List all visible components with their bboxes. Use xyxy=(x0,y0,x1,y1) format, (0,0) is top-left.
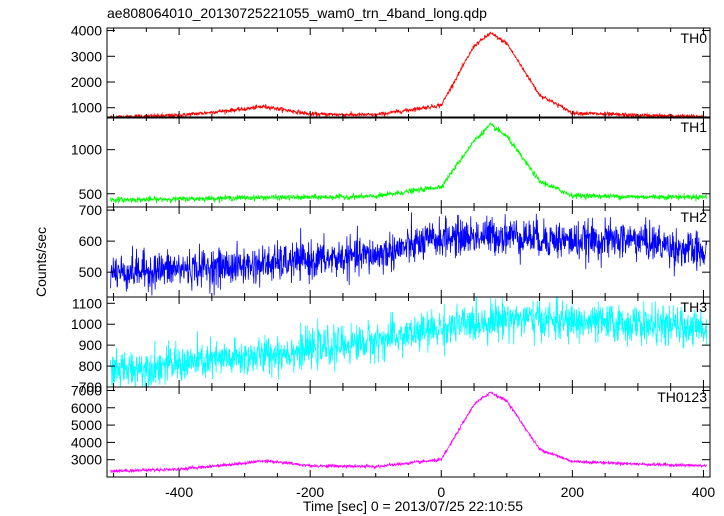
y-tick-label: 1000 xyxy=(71,142,102,158)
y-tick-label: 500 xyxy=(79,186,103,202)
y-tick-label: 3000 xyxy=(71,48,102,64)
y-tick-label: 7000 xyxy=(71,382,102,398)
panel-th0: TH0 1000 2000 3000 4000 xyxy=(71,23,711,119)
y-tick-label: 5000 xyxy=(71,417,102,433)
x-tick-label: 200 xyxy=(561,484,585,500)
y-tick-label: 500 xyxy=(79,264,103,280)
panel-th3: TH3 700 800 900 1000 1100 xyxy=(71,295,711,395)
series-line-th2 xyxy=(109,212,708,296)
panel-th2: TH2 500 600 700 xyxy=(79,202,711,298)
y-tick-label: 700 xyxy=(79,379,103,395)
x-tick-label: -200 xyxy=(296,484,324,500)
series-line-th0 xyxy=(109,31,707,118)
panel-label: TH1 xyxy=(681,119,708,135)
y-axis-label: Counts/sec xyxy=(33,227,49,297)
y-tick-label: 1000 xyxy=(71,316,102,332)
panel-label: TH0123 xyxy=(657,389,707,405)
x-tick-label: 400 xyxy=(692,484,716,500)
panel-label: TH2 xyxy=(681,209,708,225)
chart-title: ae808064010_20130725221055_wam0_trn_4ban… xyxy=(107,5,487,21)
y-tick-label: 1000 xyxy=(71,100,102,116)
y-tick-label: 4000 xyxy=(71,434,102,450)
panel-frame xyxy=(106,27,711,119)
y-tick-label: 800 xyxy=(79,358,103,374)
series-line-th1 xyxy=(109,122,707,204)
x-tick-label: -400 xyxy=(165,484,193,500)
y-tick-label: 2000 xyxy=(71,74,102,90)
x-axis-label: Time [sec] 0 = 2013/07/25 22:10:55 xyxy=(303,498,523,514)
panel-th1: TH1 500 1000 xyxy=(71,116,711,208)
panel-label: TH3 xyxy=(681,299,708,315)
series-line-th3 xyxy=(109,297,708,387)
panel-label: TH0 xyxy=(681,30,708,46)
x-tick-label: 0 xyxy=(437,484,445,500)
y-tick-label: 6000 xyxy=(71,400,102,416)
y-tick-label: 600 xyxy=(79,233,103,249)
y-tick-label: 700 xyxy=(79,202,103,218)
panels: TH01000200030004000TH15001000TH250060070… xyxy=(71,23,715,500)
y-tick-label: 1100 xyxy=(72,295,102,311)
y-tick-label: 3000 xyxy=(71,452,102,468)
y-tick-label: 900 xyxy=(79,337,103,353)
series-line-th0123 xyxy=(110,391,708,474)
y-tick-label: 4000 xyxy=(71,23,102,39)
